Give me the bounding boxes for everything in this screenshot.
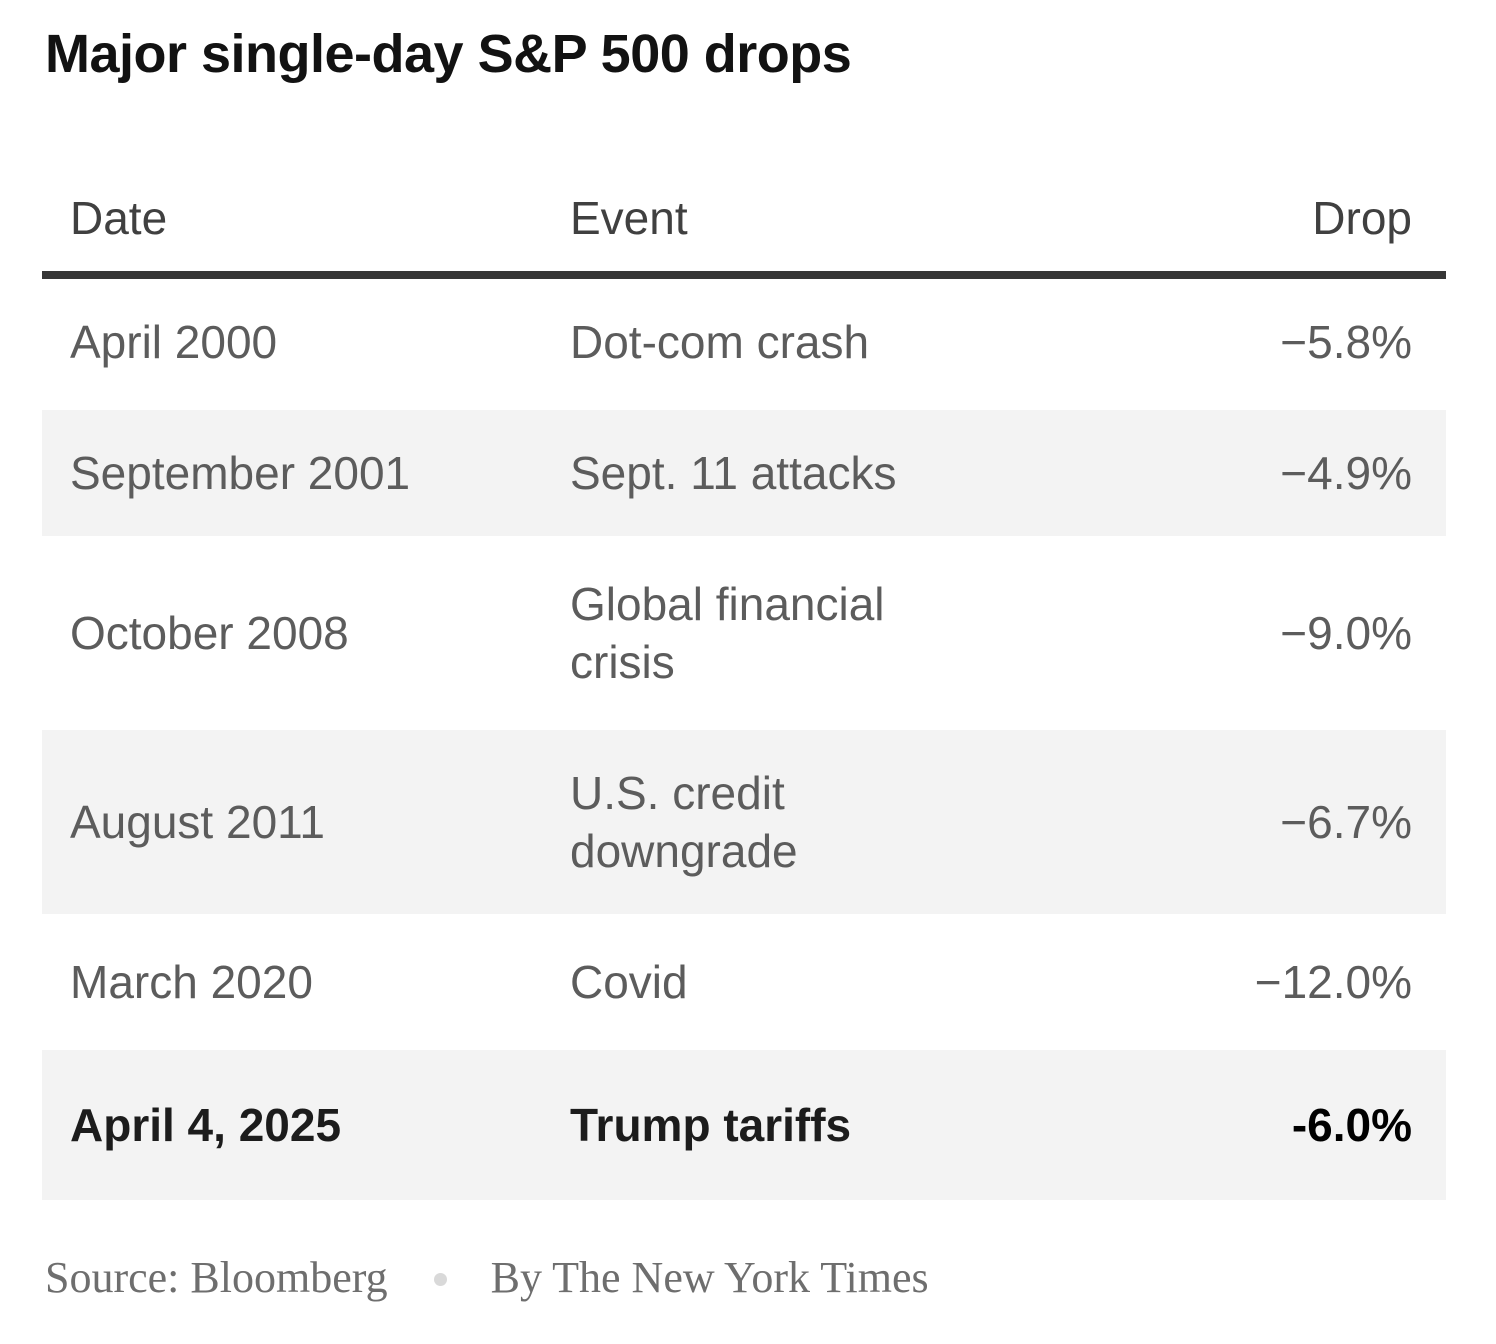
cell-drop: −5.8% bbox=[1280, 315, 1412, 368]
cell-drop: −12.0% bbox=[1254, 955, 1412, 1008]
table-row-october-2008: October 2008 Global financial crisis −9.… bbox=[42, 538, 1446, 727]
column-header-date: Date bbox=[42, 82, 570, 279]
column-header-event: Event bbox=[570, 82, 970, 279]
table-row-april-4-2025-highlighted: April 4, 2025 Trump tariffs -6.0% bbox=[42, 1047, 1446, 1200]
column-header-drop: Drop bbox=[970, 82, 1446, 279]
source-text: Source: Bloomberg bbox=[45, 1252, 388, 1302]
cell-drop: -6.0% bbox=[1291, 1098, 1412, 1151]
table-row-april-2000: April 2000 Dot-com crash −5.8% bbox=[42, 274, 1446, 408]
cell-date: April 4, 2025 bbox=[70, 1098, 342, 1151]
chart-title: Major single-day S&P 500 drops bbox=[45, 24, 852, 84]
cell-event: Global financial crisis bbox=[570, 577, 885, 688]
footer-attribution: Source: Bloomberg By The New York Times bbox=[45, 1252, 1496, 1303]
cell-drop: −9.0% bbox=[1280, 606, 1412, 659]
cell-date: March 2020 bbox=[70, 955, 313, 1008]
cell-date: April 2000 bbox=[70, 315, 278, 368]
cell-event: U.S. credit downgrade bbox=[570, 766, 798, 877]
table-row-august-2011: August 2011 U.S. credit downgrade −6.7% bbox=[42, 727, 1446, 917]
table-row-september-2001: September 2001 Sept. 11 attacks −4.9% bbox=[42, 407, 1446, 539]
table-header: Date Event Drop bbox=[42, 82, 1446, 279]
cell-event: Dot-com crash bbox=[570, 315, 870, 368]
cell-event: Sept. 11 attacks bbox=[570, 446, 897, 499]
dot-separator-icon bbox=[433, 1272, 447, 1286]
cell-date: October 2008 bbox=[70, 606, 349, 659]
table-row-march-2020: March 2020 Covid −12.0% bbox=[42, 916, 1446, 1047]
byline-text: By The New York Times bbox=[490, 1252, 929, 1302]
cell-date: August 2011 bbox=[70, 795, 325, 848]
cell-event: Trump tariffs bbox=[570, 1098, 852, 1151]
drops-table: Date Event Drop April 2000 Dot-com crash… bbox=[42, 82, 1446, 1200]
sp500-drops-graphic: Major single-day S&P 500 drops Date Even… bbox=[42, 24, 1496, 1303]
cell-drop: −4.9% bbox=[1280, 446, 1412, 499]
cell-event: Covid bbox=[570, 955, 688, 1008]
cell-date: September 2001 bbox=[70, 446, 411, 499]
header-row: Date Event Drop bbox=[42, 82, 1446, 279]
cell-drop: −6.7% bbox=[1280, 795, 1412, 848]
